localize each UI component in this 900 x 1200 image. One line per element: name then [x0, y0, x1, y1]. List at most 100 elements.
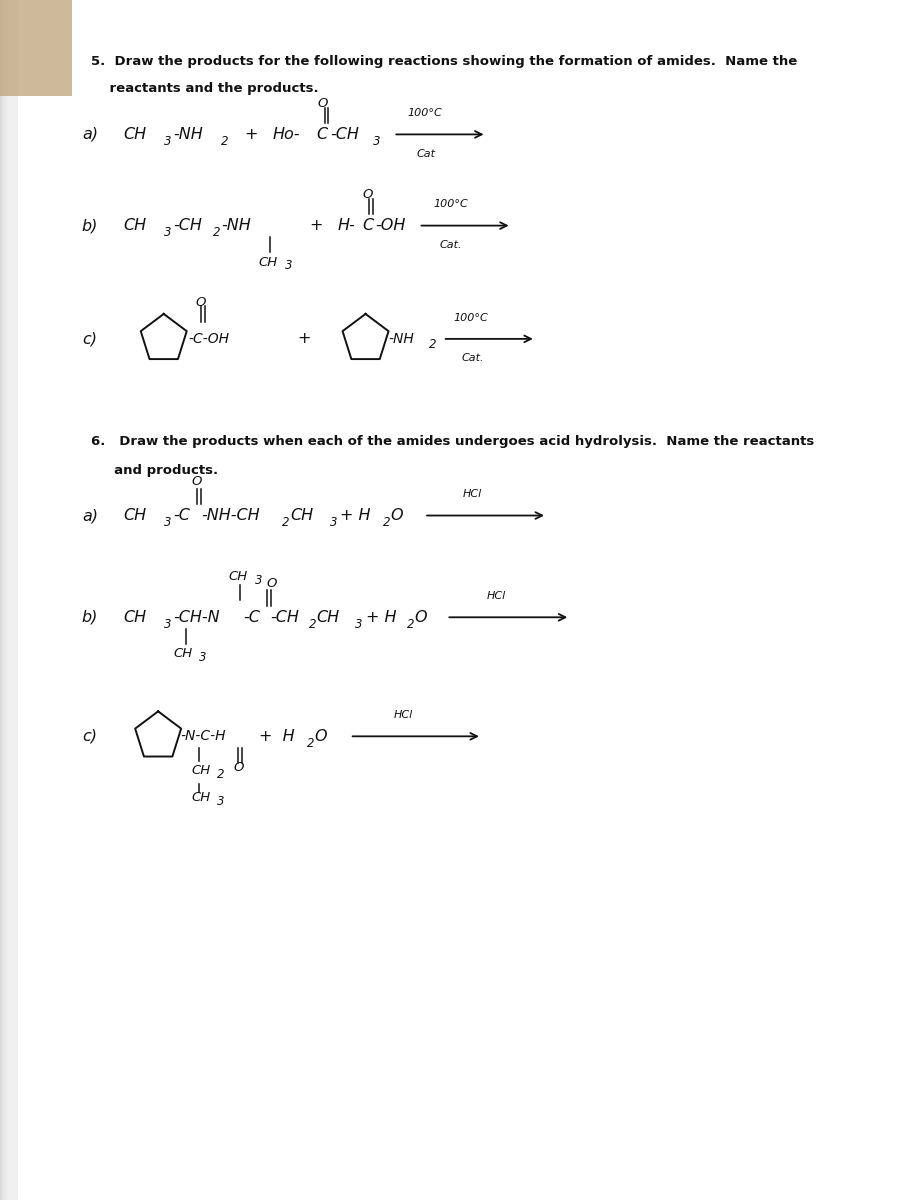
Text: CH: CH — [124, 127, 147, 142]
Text: 3: 3 — [373, 134, 381, 148]
Text: 2: 2 — [428, 338, 436, 352]
Bar — [5, 0, 14, 1200]
Text: 3: 3 — [284, 259, 292, 272]
Text: -NH: -NH — [389, 332, 415, 346]
Text: Cat.: Cat. — [462, 353, 484, 364]
Text: O: O — [317, 97, 328, 110]
Bar — [7, 0, 17, 1200]
Text: Cat.: Cat. — [440, 240, 463, 250]
Text: a): a) — [82, 127, 98, 142]
Bar — [2, 0, 11, 1200]
Text: O: O — [192, 475, 202, 488]
Text: +: + — [298, 331, 311, 347]
Text: a): a) — [82, 508, 98, 523]
Bar — [4, 0, 13, 1200]
Bar — [4, 0, 13, 1200]
Text: 2: 2 — [408, 618, 415, 630]
Text: 2: 2 — [213, 226, 220, 239]
Text: 3: 3 — [356, 618, 363, 630]
Bar — [7, 0, 16, 1200]
Bar — [0, 0, 72, 96]
Bar — [7, 0, 16, 1200]
Text: -CH: -CH — [173, 218, 202, 233]
Text: CH: CH — [173, 647, 193, 660]
Text: -NH: -NH — [221, 218, 251, 233]
Bar — [5, 0, 14, 1200]
Bar — [2, 0, 11, 1200]
Bar — [9, 0, 18, 1200]
Bar — [6, 0, 15, 1200]
Bar — [2, 0, 11, 1200]
Text: 3: 3 — [164, 618, 171, 630]
Bar — [6, 0, 15, 1200]
Text: -OH: -OH — [375, 218, 405, 233]
Bar — [3, 0, 12, 1200]
Text: O: O — [391, 508, 403, 523]
Bar — [7, 0, 16, 1200]
Text: Cat: Cat — [417, 149, 436, 158]
Bar — [1, 0, 10, 1200]
Text: 100°C: 100°C — [408, 108, 442, 119]
Bar — [0, 0, 9, 1200]
Text: -CH: -CH — [271, 610, 300, 625]
Bar — [6, 0, 15, 1200]
Bar — [7, 0, 16, 1200]
Bar — [4, 0, 13, 1200]
Bar — [3, 0, 12, 1200]
Bar — [3, 0, 12, 1200]
Bar — [8, 0, 17, 1200]
Bar — [9, 0, 18, 1200]
Bar — [3, 0, 12, 1200]
Text: HCl: HCl — [393, 710, 413, 720]
Bar — [1, 0, 10, 1200]
Text: + H: + H — [340, 508, 371, 523]
Bar — [8, 0, 17, 1200]
Text: CH: CH — [290, 508, 313, 523]
Bar — [7, 0, 16, 1200]
Bar — [8, 0, 17, 1200]
Bar — [6, 0, 15, 1200]
Bar — [7, 0, 16, 1200]
Bar — [1, 0, 10, 1200]
Bar — [2, 0, 11, 1200]
Text: -NH-CH: -NH-CH — [201, 508, 259, 523]
Bar — [8, 0, 17, 1200]
Bar — [8, 0, 17, 1200]
Text: O: O — [266, 577, 276, 590]
Bar — [4, 0, 13, 1200]
Bar — [4, 0, 13, 1200]
Text: H-: H- — [338, 218, 356, 233]
Bar — [1, 0, 10, 1200]
Text: 6.   Draw the products when each of the amides undergoes acid hydrolysis.  Name : 6. Draw the products when each of the am… — [91, 434, 814, 448]
Text: 2: 2 — [221, 134, 229, 148]
Bar — [4, 0, 13, 1200]
Bar — [3, 0, 12, 1200]
Bar — [8, 0, 17, 1200]
Bar — [1, 0, 10, 1200]
Bar — [4, 0, 13, 1200]
Bar — [5, 0, 14, 1200]
Bar — [5, 0, 14, 1200]
Text: C: C — [316, 127, 328, 142]
Bar — [1, 0, 10, 1200]
Bar — [6, 0, 15, 1200]
Text: CH: CH — [229, 570, 248, 583]
Bar — [8, 0, 17, 1200]
Text: Ho-: Ho- — [273, 127, 300, 142]
Text: CH: CH — [258, 256, 278, 269]
Bar — [7, 0, 16, 1200]
Bar — [0, 0, 9, 1200]
Text: 3: 3 — [199, 652, 207, 664]
Text: -C-OH: -C-OH — [189, 332, 230, 346]
Bar — [1, 0, 10, 1200]
Bar — [4, 0, 13, 1200]
Text: -C: -C — [173, 508, 190, 523]
Text: 2: 2 — [282, 516, 290, 529]
Bar — [3, 0, 12, 1200]
Bar — [5, 0, 14, 1200]
Text: 5.  Draw the products for the following reactions showing the formation of amide: 5. Draw the products for the following r… — [91, 55, 797, 67]
Bar — [5, 0, 14, 1200]
Text: 2: 2 — [307, 737, 314, 750]
Text: 3: 3 — [164, 226, 171, 239]
Text: b): b) — [82, 218, 98, 233]
